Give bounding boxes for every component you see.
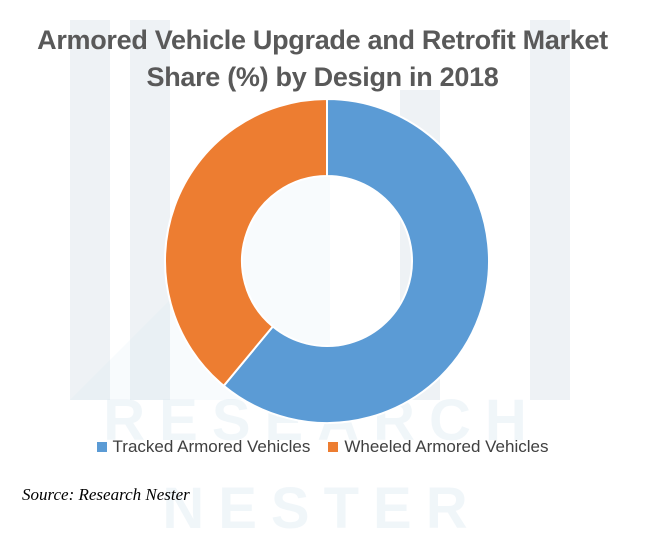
legend-label-wheeled: Wheeled Armored Vehicles — [344, 437, 549, 456]
chart-title: Armored Vehicle Upgrade and Retrofit Mar… — [0, 22, 645, 96]
legend-label-tracked: Tracked Armored Vehicles — [112, 437, 311, 456]
legend-swatch-tracked — [96, 442, 107, 452]
legend-item-tracked: Tracked Armored Vehicles — [96, 437, 311, 457]
chart-title-line-2: Share (%) by Design in 2018 — [146, 62, 499, 92]
legend-swatch-wheeled — [328, 442, 339, 452]
chart-legend: Tracked Armored Vehicles Wheeled Armored… — [0, 437, 645, 457]
source-note: Source: Research Nester — [22, 485, 190, 504]
legend-item-wheeled: Wheeled Armored Vehicles — [328, 437, 548, 457]
donut-slice-tracked — [222, 97, 490, 424]
chart-title-line-1: Armored Vehicle Upgrade and Retrofit Mar… — [37, 25, 608, 55]
svg-text:NESTER: NESTER — [162, 476, 481, 539]
donut-slice-wheeled — [164, 97, 328, 388]
